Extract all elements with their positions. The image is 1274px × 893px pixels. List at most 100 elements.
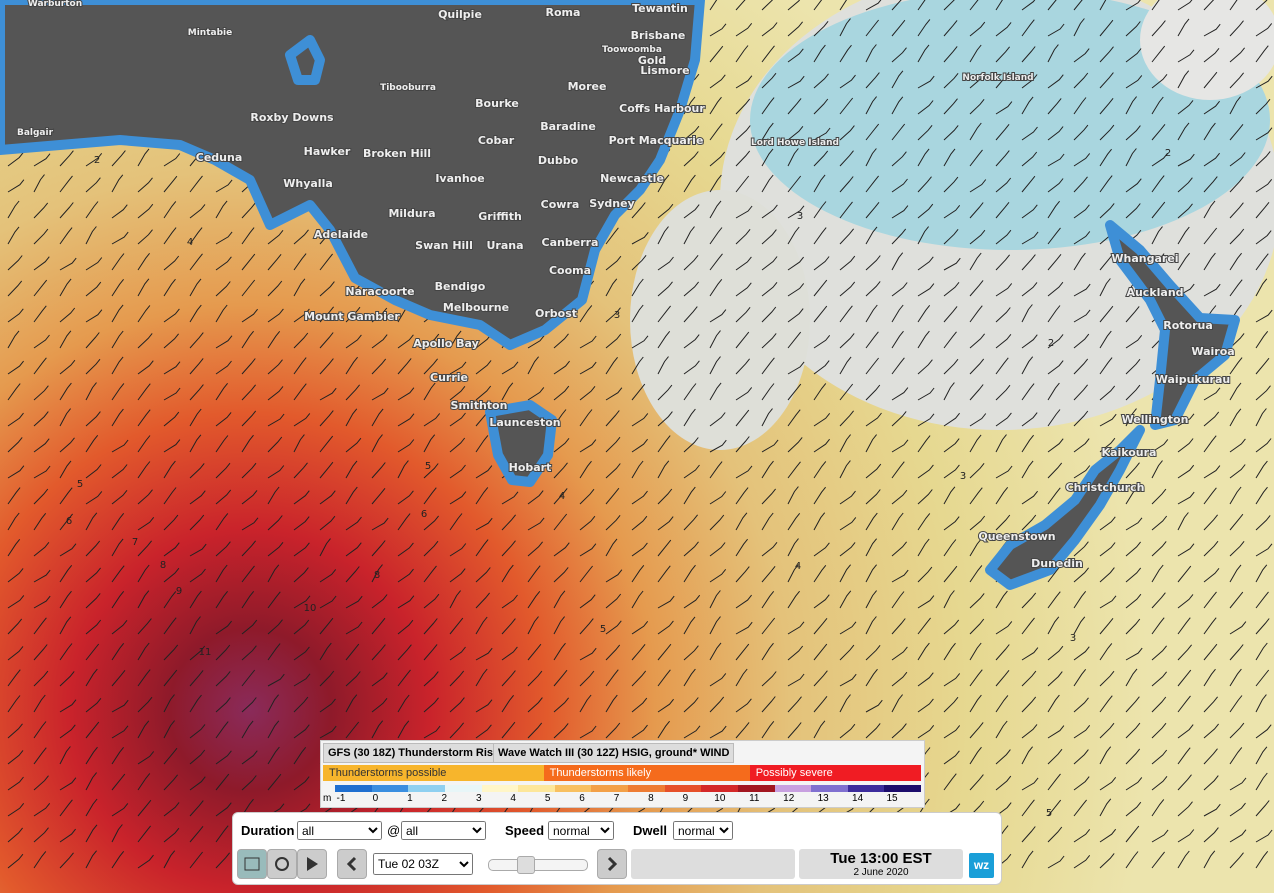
place-label: Whangarei (1111, 252, 1178, 265)
wind-barb (111, 590, 125, 609)
wind-barb (59, 150, 74, 167)
wind-barb (1203, 71, 1218, 89)
wind-barb (33, 256, 50, 271)
wind-barb (189, 253, 203, 271)
wind-barb (267, 308, 284, 323)
play-button[interactable] (297, 849, 327, 879)
wind-barb (111, 356, 124, 375)
wind-barb (761, 565, 776, 583)
contour-label: 11 (199, 647, 212, 658)
wind-barb (1177, 512, 1189, 531)
logo[interactable]: wz (969, 853, 994, 878)
wind-barb (683, 281, 699, 297)
wind-barb (995, 514, 1011, 531)
wind-barb (137, 642, 150, 661)
wind-barb (1255, 543, 1273, 557)
wind-barb (631, 254, 647, 271)
wind-barb (501, 721, 516, 739)
wind-barb (813, 227, 827, 245)
wind-barb (163, 361, 181, 375)
wind-barb (371, 307, 388, 323)
wind-barb (1229, 47, 1245, 63)
wind-barb (397, 413, 415, 427)
wind-barb (1073, 358, 1089, 375)
legend-tab[interactable]: Wave Watch III (30 12Z) HSIG, ground* WI… (493, 743, 735, 763)
at-select[interactable]: all (401, 821, 486, 840)
wind-barb (423, 671, 439, 687)
wind-barb (293, 413, 311, 427)
wind-barb (605, 569, 623, 583)
slider[interactable] (488, 856, 588, 874)
wind-barb (1177, 226, 1190, 245)
wind-barb (605, 356, 618, 375)
wind-barb (761, 174, 774, 193)
wind-barb (1125, 567, 1142, 583)
wind-barb (787, 383, 802, 401)
wind-barb (657, 460, 670, 479)
wind-barb (1177, 413, 1195, 427)
wind-barb (319, 332, 334, 349)
wind-barb (1125, 306, 1140, 323)
wind-barb (111, 642, 125, 661)
wind-barb (891, 70, 904, 89)
wind-barb (33, 512, 47, 531)
wind-barb (293, 434, 305, 453)
frame-select[interactable]: Tue 02 03Z (373, 853, 473, 875)
reload-button[interactable] (267, 849, 297, 879)
wind-barb (1073, 465, 1091, 479)
wind-barb (1177, 203, 1193, 219)
scale-tick: -1 (336, 793, 346, 804)
wind-barb (1099, 853, 1115, 869)
time: Tue 13:00 EST (830, 850, 932, 867)
next-button[interactable] (597, 849, 627, 879)
wind-barb (1151, 799, 1165, 817)
wind-barb (1099, 695, 1113, 713)
wind-barb (1177, 594, 1194, 609)
legend-tab[interactable]: GFS (30 18Z) Thunderstorm Risk (323, 743, 505, 763)
wind-barb (1255, 75, 1273, 89)
wind-barb (241, 330, 254, 349)
wind-barb (1073, 283, 1091, 297)
wind-barb (1229, 20, 1244, 37)
prev-button[interactable] (337, 849, 367, 879)
wind-barb (7, 308, 24, 323)
wind-barb (449, 590, 461, 609)
wind-barb (709, 568, 727, 583)
duration-select[interactable]: all (297, 821, 382, 840)
wind-barb (59, 671, 75, 687)
wind-barb (761, 281, 778, 297)
wind-barb (735, 282, 752, 297)
wind-barb (631, 490, 648, 505)
dwell-select[interactable]: normal (673, 821, 733, 840)
wind-barb (1229, 513, 1244, 531)
wind-barb (1073, 749, 1089, 765)
wind-barb (657, 256, 674, 271)
wind-barb (839, 356, 852, 375)
wind-barb (683, 408, 696, 427)
wind-barb (579, 460, 592, 479)
wind-barb (371, 540, 386, 557)
wind-barb (917, 566, 933, 583)
wind-barb (917, 203, 934, 219)
wind-barb (1125, 408, 1137, 427)
frames-button[interactable] (237, 849, 267, 879)
speed-select[interactable]: normal (548, 821, 614, 840)
wind-barb (189, 204, 206, 219)
wind-barb (865, 96, 877, 115)
wind-barb (1125, 21, 1141, 37)
wind-barb (33, 465, 51, 479)
wind-barb (813, 695, 828, 713)
place-label: Moree (568, 80, 607, 93)
wind-barb (1099, 330, 1112, 349)
wind-barb (1021, 96, 1034, 115)
wind-barb (1255, 201, 1270, 219)
wind-barb (85, 772, 97, 791)
wind-barb (553, 462, 568, 479)
wind-barb (189, 800, 204, 817)
wind-barb (475, 567, 491, 583)
wind-barb (215, 721, 229, 739)
wind-barb (449, 543, 467, 557)
wind-barb (631, 724, 648, 739)
wind-barb (137, 360, 154, 375)
wind-barb (917, 124, 933, 141)
